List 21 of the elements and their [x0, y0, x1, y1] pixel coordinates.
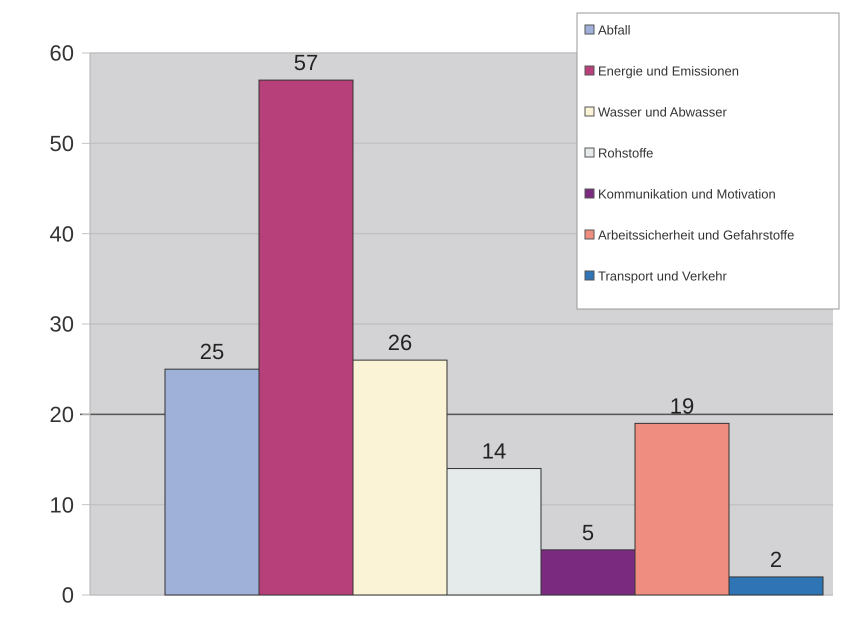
y-tick-label: 40	[50, 221, 74, 246]
legend-label: Abfall	[598, 22, 631, 38]
data-label: 5	[582, 520, 594, 545]
y-tick-label: 30	[50, 312, 74, 337]
legend-label: Wasser und Abwasser	[598, 104, 728, 120]
legend-label: Rohstoffe	[598, 145, 654, 160]
legend-label: Transport und Verkehr	[598, 268, 728, 284]
data-label: 26	[388, 330, 412, 356]
data-label: 19	[670, 393, 694, 418]
legend-label: Kommunikation und Motivation	[598, 186, 776, 202]
data-label: 25	[200, 339, 224, 364]
data-label: 2	[770, 546, 782, 572]
data-label: 57	[294, 50, 318, 76]
y-tick-label: 0	[62, 582, 74, 608]
y-tick-label: 60	[50, 40, 74, 66]
y-tick-label: 10	[50, 492, 74, 518]
y-tick-label: 20	[50, 402, 74, 428]
data-label: 14	[482, 438, 506, 464]
y-tick-label: 50	[50, 131, 74, 156]
legend-label: Arbeitssicherheit und Gefahrstoffe	[598, 227, 794, 242]
legend-label: Energie und Emissionen	[598, 63, 739, 78]
